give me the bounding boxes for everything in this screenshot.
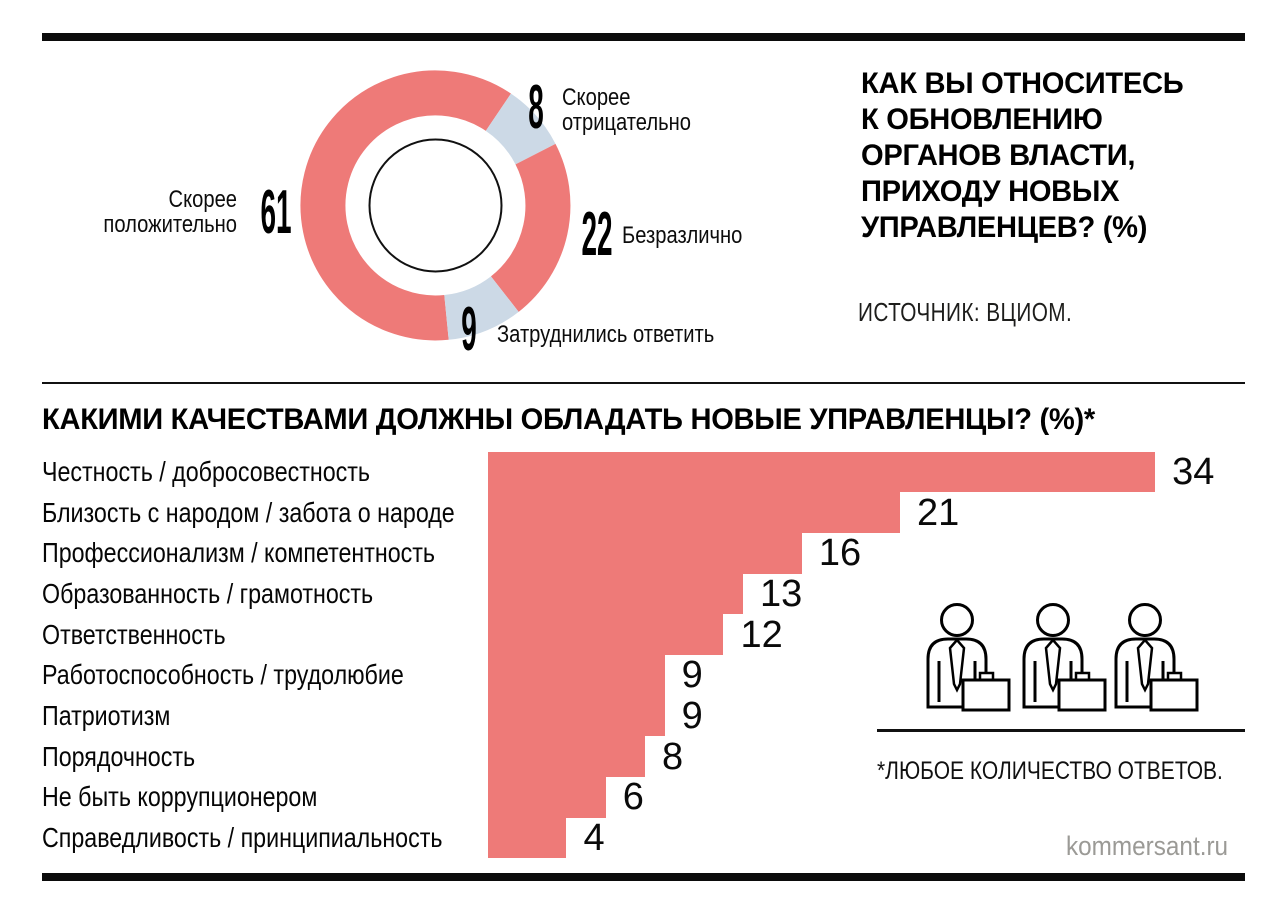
bar-value: 9 xyxy=(681,695,703,738)
bar-category-label: Ответственность xyxy=(42,618,226,650)
kommersant-watermark[interactable]: kommersant.ru xyxy=(1065,831,1228,861)
donut-segment-undecided xyxy=(443,275,519,340)
bar-value: 34 xyxy=(1172,450,1215,493)
bar-category-label: Не быть коррупционером xyxy=(42,781,318,813)
bar xyxy=(488,736,645,778)
bar-value: 21 xyxy=(917,491,960,534)
footnote: *ЛЮБОЕ КОЛИЧЕСТВО ОТВЕТОВ. xyxy=(877,757,1223,785)
bar-value: 4 xyxy=(583,817,605,860)
bottom-rule xyxy=(42,873,1245,881)
footnote-rule xyxy=(877,729,1245,732)
bar-value: 6 xyxy=(622,776,644,819)
bar-value: 8 xyxy=(661,735,684,778)
businessman-with-briefcase-icon xyxy=(1022,603,1107,712)
donut-chart xyxy=(300,70,571,341)
bar xyxy=(488,532,802,574)
question-title-line: КАК ВЫ ОТНОСИТЕСЬ xyxy=(861,67,1184,100)
bar xyxy=(488,451,1156,493)
bar-category-label: Справедливость / принципиальность xyxy=(42,822,443,854)
top-rule xyxy=(42,33,1245,41)
managers-illustration xyxy=(926,603,1199,712)
question-title-line: УПРАВЛЕНЦЕВ? (%) xyxy=(861,211,1148,244)
question-title: КАК ВЫ ОТНОСИТЕСЬ К ОБНОВЛЕНИЮ ОРГАНОВ В… xyxy=(861,66,1193,246)
source-label: ИСТОЧНИК: ВЦИОМ. xyxy=(858,297,1073,327)
bar-chart-title: КАКИМИ КАЧЕСТВАМИ ДОЛЖНЫ ОБЛАДАТЬ НОВЫЕ … xyxy=(42,403,1095,436)
bar-category-label: Честность / добросовестность xyxy=(42,455,371,487)
bar xyxy=(488,777,606,818)
donut-value-indifferent: 22 xyxy=(581,200,613,269)
donut-label-indifferent: Безразлично xyxy=(622,222,743,249)
bar-category-label: Близость с народом / забота о народе xyxy=(42,496,455,528)
bar-category-label: Патриотизм xyxy=(42,700,171,732)
bar-category-label: Работоспособность / трудолюбие xyxy=(42,659,404,691)
question-title-line: ОРГАНОВ ВЛАСТИ, xyxy=(861,139,1136,172)
donut-label-positive: Скорее положительно xyxy=(103,186,237,238)
bar xyxy=(488,655,665,696)
bar-category-label: Порядочность xyxy=(42,740,196,772)
donut-inner-circle xyxy=(368,138,503,273)
donut-segment-negative xyxy=(485,93,556,166)
bar-value: 16 xyxy=(818,532,862,575)
bar xyxy=(488,817,567,859)
donut-segment-indifferent xyxy=(490,143,571,312)
question-title-line: ПРИХОДУ НОВЫХ xyxy=(861,175,1120,208)
bar xyxy=(488,614,724,655)
section-divider xyxy=(42,382,1245,384)
bar xyxy=(488,573,744,615)
bar-value: 13 xyxy=(760,572,803,615)
question-title-line: К ОБНОВЛЕНИЮ xyxy=(861,103,1103,136)
bar-category-label: Образованность / грамотность xyxy=(42,577,374,609)
donut-segment-positive xyxy=(300,70,511,341)
bar xyxy=(488,695,665,737)
bar-value: 9 xyxy=(681,654,703,697)
bar-category-label: Профессионализм / компетентность xyxy=(42,537,436,569)
bar-value: 12 xyxy=(740,613,783,656)
donut-label-negative: Скорее отрицательно xyxy=(562,84,691,136)
businessman-with-briefcase-icon xyxy=(1114,603,1199,712)
donut-label-undecided: Затруднились ответить xyxy=(497,321,715,348)
donut-value-undecided: 9 xyxy=(461,295,477,364)
bar xyxy=(488,492,901,533)
donut-value-positive: 61 xyxy=(260,178,292,247)
donut-value-negative: 8 xyxy=(528,73,544,142)
businessman-with-briefcase-icon xyxy=(926,603,1011,712)
